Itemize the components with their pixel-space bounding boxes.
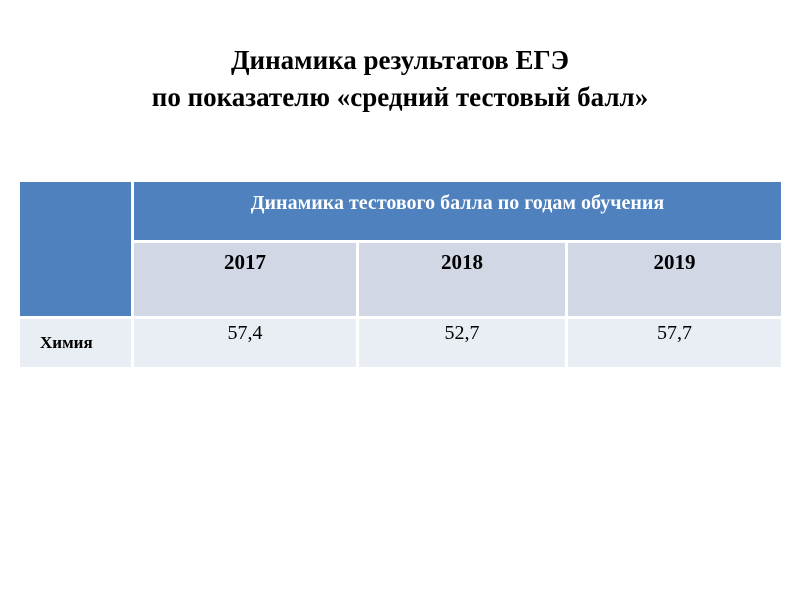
scores-table: Динамика тестового балла по годам обучен… [20, 182, 781, 367]
score-cell-2017: 57,4 [134, 319, 356, 367]
table-corner-cell [20, 182, 131, 316]
slide-title-line2: по показателю «средний тестовый балл» [151, 82, 649, 112]
slide-title: Динамика результатов ЕГЭ по показателю «… [0, 42, 800, 116]
slide-title-line1: Динамика результатов ЕГЭ [230, 45, 569, 75]
subject-cell: Химия [20, 319, 131, 367]
year-header-2019: 2019 [568, 243, 781, 316]
table-header-cell: Динамика тестового балла по годам обучен… [134, 182, 781, 240]
score-cell-2018: 52,7 [359, 319, 565, 367]
year-header-2018: 2018 [359, 243, 565, 316]
score-cell-2019: 57,7 [568, 319, 781, 367]
year-header-2017: 2017 [134, 243, 356, 316]
